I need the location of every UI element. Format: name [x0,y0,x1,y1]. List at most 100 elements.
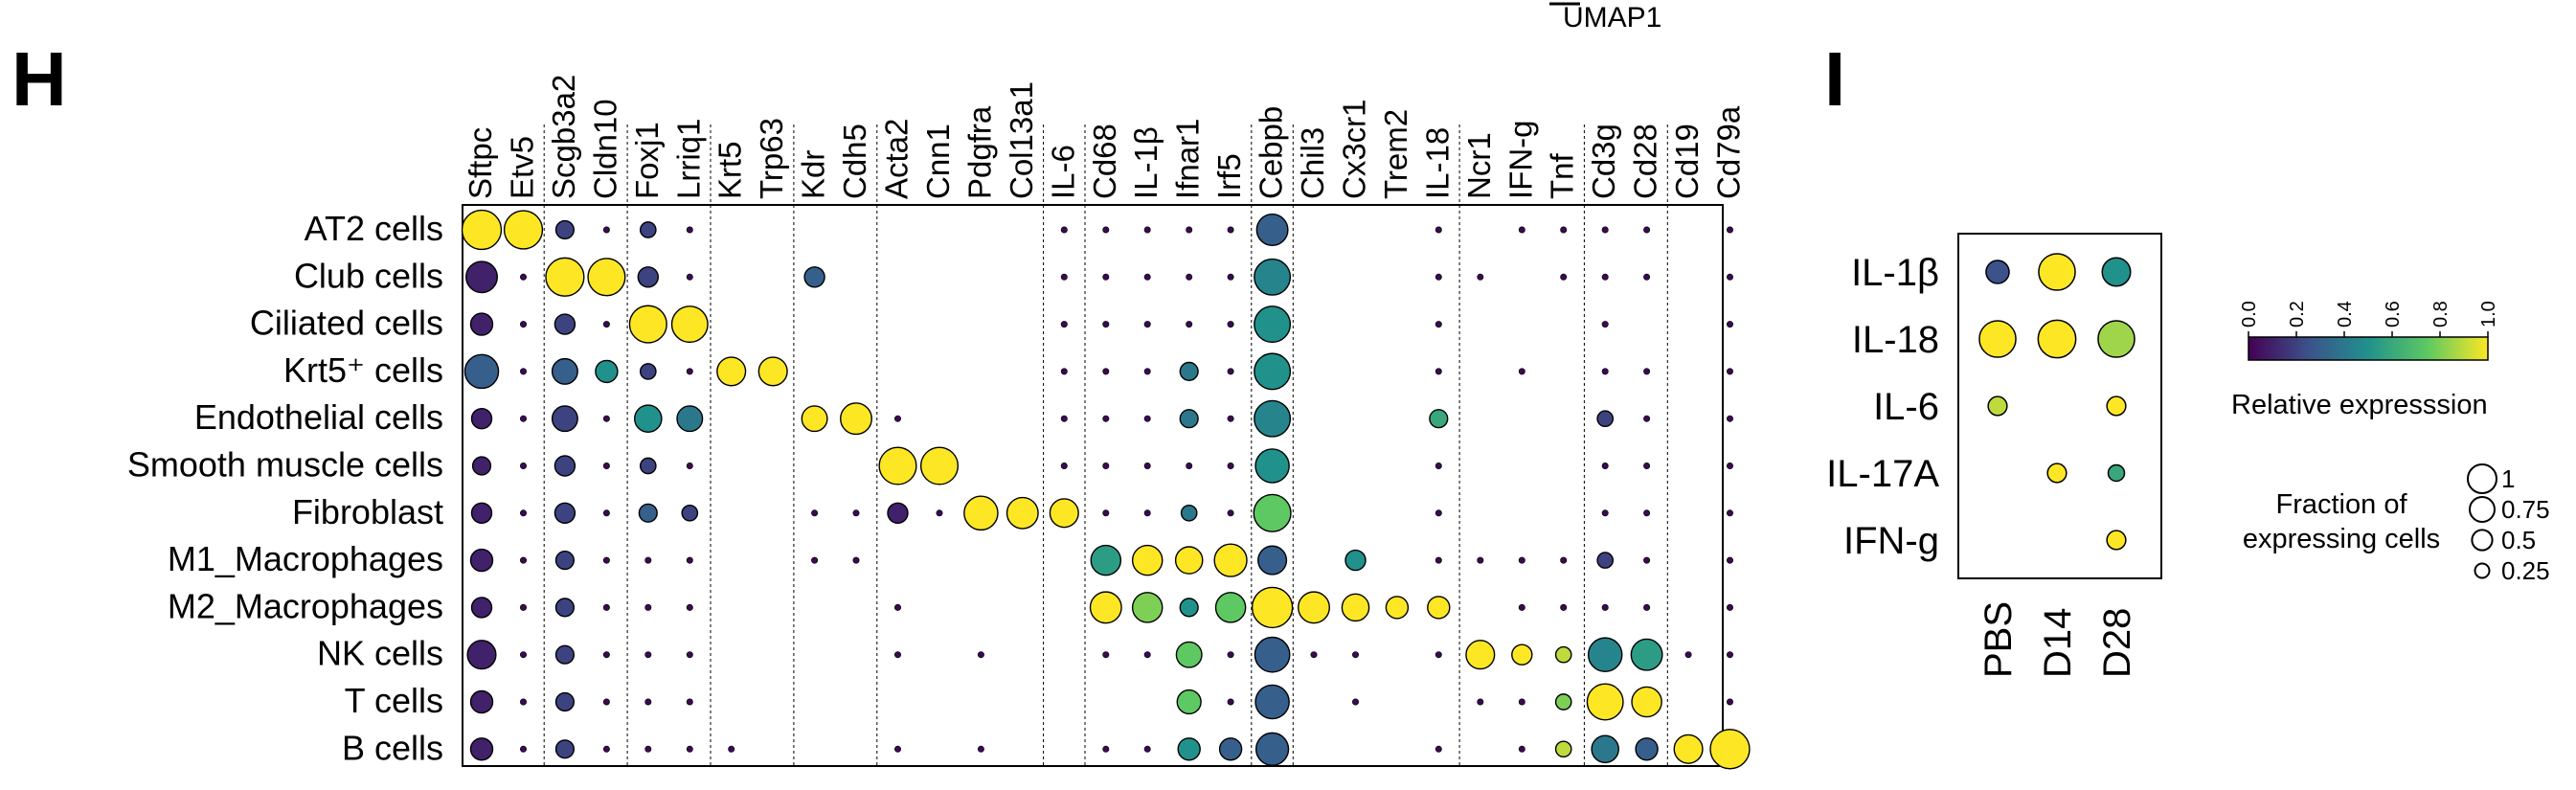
dot [1143,509,1151,517]
dot [554,219,575,240]
dot [602,698,610,706]
dot [1179,409,1199,429]
cytokine-label: IL-17A [1826,453,1939,495]
dot [1596,410,1615,428]
dot [1477,556,1484,564]
colorbar-legend: 0.0 0.2 0.4 0.6 0.8 1.0 Relative expresssion [2231,301,2499,420]
dot [1060,321,1068,328]
dot [977,745,984,753]
dot [1727,368,1734,375]
dot [1102,745,1110,753]
dot [1727,226,1734,234]
dot [1186,226,1193,234]
gene-label: Cd3g [1586,124,1621,199]
dot [1435,509,1442,517]
dot [1560,226,1568,234]
panel-i-letter: I [1824,36,1845,122]
dot [1518,745,1525,753]
colorbar-ticks: 0.0 0.2 0.4 0.6 0.8 1.0 [2239,301,2499,337]
dot [1352,651,1360,659]
dot [2106,395,2127,417]
dot [1601,273,1609,281]
dot [1601,462,1609,469]
dot [803,266,825,288]
dot [2046,463,2068,484]
dot [554,313,576,335]
dot [1518,368,1525,375]
colorbar-gradient [2248,336,2489,361]
colorbar-title: Relative expresssion [2231,390,2488,420]
dot [1352,698,1360,706]
panel-h-dotplot: Sftpc Etv5 Scgb3a2 Cldn10 Foxj1 Lrriq1 Krt5 Trp… [127,75,1751,770]
dot [519,273,527,281]
dot [644,651,652,659]
gene-label: Etv5 [504,136,539,199]
dot [1102,415,1110,422]
dot [1643,509,1651,517]
dot [686,273,693,281]
dot [602,556,610,564]
dot [602,462,610,469]
cell-type-label: M1_Macrophages [168,539,443,578]
size-legend: Fraction of expressing cells 10.750.50.2… [2243,463,2550,585]
dot [670,305,709,344]
dot [1227,226,1234,234]
dot [1601,321,1609,328]
gene-label: Kdr [796,150,831,199]
size-legend-title-2: expressing cells [2243,524,2440,554]
dot [1560,603,1568,611]
dot [1643,462,1651,469]
dot [1709,729,1751,770]
dot [644,603,652,611]
dot [1143,745,1151,753]
colorbar-tick-label: 0.4 [2335,301,2356,327]
dot [1643,273,1651,281]
dot [1344,549,1367,572]
dot [2106,530,2127,551]
dot [1477,698,1484,706]
condition-label: D14 [2037,608,2079,678]
dot [1435,556,1442,564]
dot [681,504,699,522]
gene-label: Irf5 [1211,153,1247,199]
dot [1254,732,1290,766]
size-legend-circle [2474,562,2491,579]
dot [1643,556,1651,564]
dot [1049,498,1079,529]
dot [919,446,960,485]
dot [1227,651,1234,659]
dot [1060,368,1068,375]
dot [465,260,498,294]
cell-type-label: Smooth muscle cells [127,445,443,485]
dot [1385,596,1410,620]
dot [1727,415,1734,422]
dot [1227,321,1234,328]
dot [554,598,575,618]
dot [545,257,585,297]
dot [1143,226,1151,234]
dot [1727,273,1734,281]
gene-label: Cd28 [1628,124,1663,199]
dot [1673,734,1704,764]
dot [1427,596,1451,620]
dot [1554,740,1572,758]
gene-label: Ncr1 [1461,132,1497,199]
dot [811,509,819,517]
colorbar-tick-label: 1.0 [2478,301,2499,327]
dot [2097,320,2135,358]
dot [1643,226,1651,234]
dot [1727,321,1734,328]
dot [469,312,494,336]
size-legend-circle [2467,463,2497,494]
dot [519,462,527,469]
dot [1060,462,1068,469]
dot [1254,636,1291,673]
dot [602,509,610,517]
dot [1601,368,1609,375]
umap1-label: UMAP1 [1563,2,1661,34]
gene-label: Cnn1 [920,124,956,199]
dot [1102,273,1110,281]
dot [1518,603,1525,611]
panel-h-letter: H [11,36,67,122]
dot [1518,556,1525,564]
